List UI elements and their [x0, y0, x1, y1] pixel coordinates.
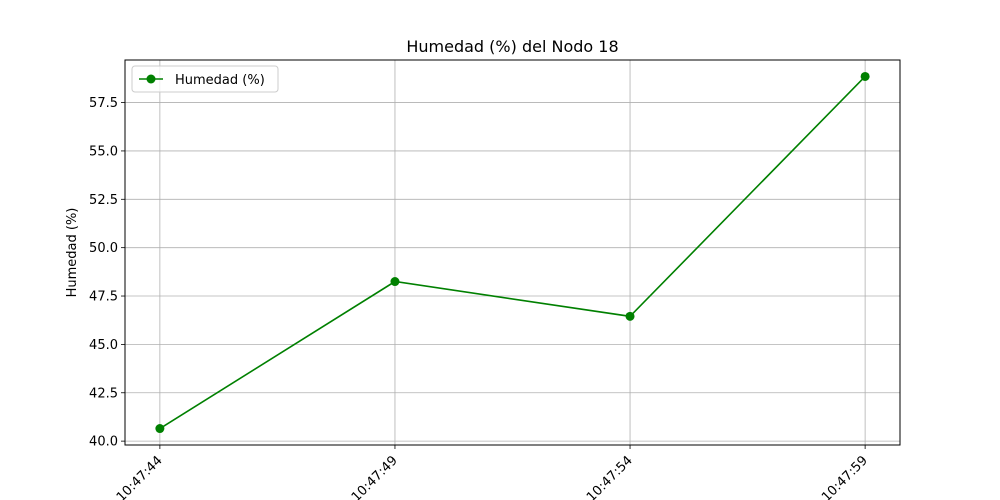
legend-label: Humedad (%): [175, 73, 265, 88]
y-tick-label: 47.5: [89, 290, 118, 305]
y-tick-label: 45.0: [89, 338, 118, 353]
y-tick-label: 42.5: [89, 386, 118, 401]
axes: 40.0 42.5 45.0 47.5 50.0 52.5 55.0 57.5 10:47:44…: [89, 96, 871, 500]
data-point: [625, 311, 635, 321]
y-tick-label: 50.0: [89, 241, 118, 256]
grid: [125, 60, 900, 445]
data-point: [390, 277, 400, 287]
legend: Humedad (%): [131, 65, 279, 93]
y-tick-label: 40.0: [89, 435, 118, 450]
x-tick-label: 10:47:54: [584, 453, 636, 500]
x-tick-label: 10:47:59: [819, 453, 871, 500]
y-tick-label: 57.5: [89, 96, 118, 111]
data-point: [155, 424, 165, 434]
chart-title: Humedad (%) del Nodo 18: [406, 37, 618, 56]
x-tick-label: 10:47:49: [349, 453, 401, 500]
plot-frame: [124, 59, 901, 446]
y-tick-label: 55.0: [89, 144, 118, 159]
legend-box: [131, 65, 279, 93]
legend-marker-swatch: [146, 74, 156, 84]
y-tick-label: 52.5: [89, 193, 118, 208]
series-line: [159, 75, 866, 430]
data-point: [860, 71, 870, 81]
x-tick-label: 10:47:44: [114, 453, 166, 500]
series-layer: [155, 71, 870, 434]
y-axis-label: Humedad (%): [65, 208, 80, 298]
